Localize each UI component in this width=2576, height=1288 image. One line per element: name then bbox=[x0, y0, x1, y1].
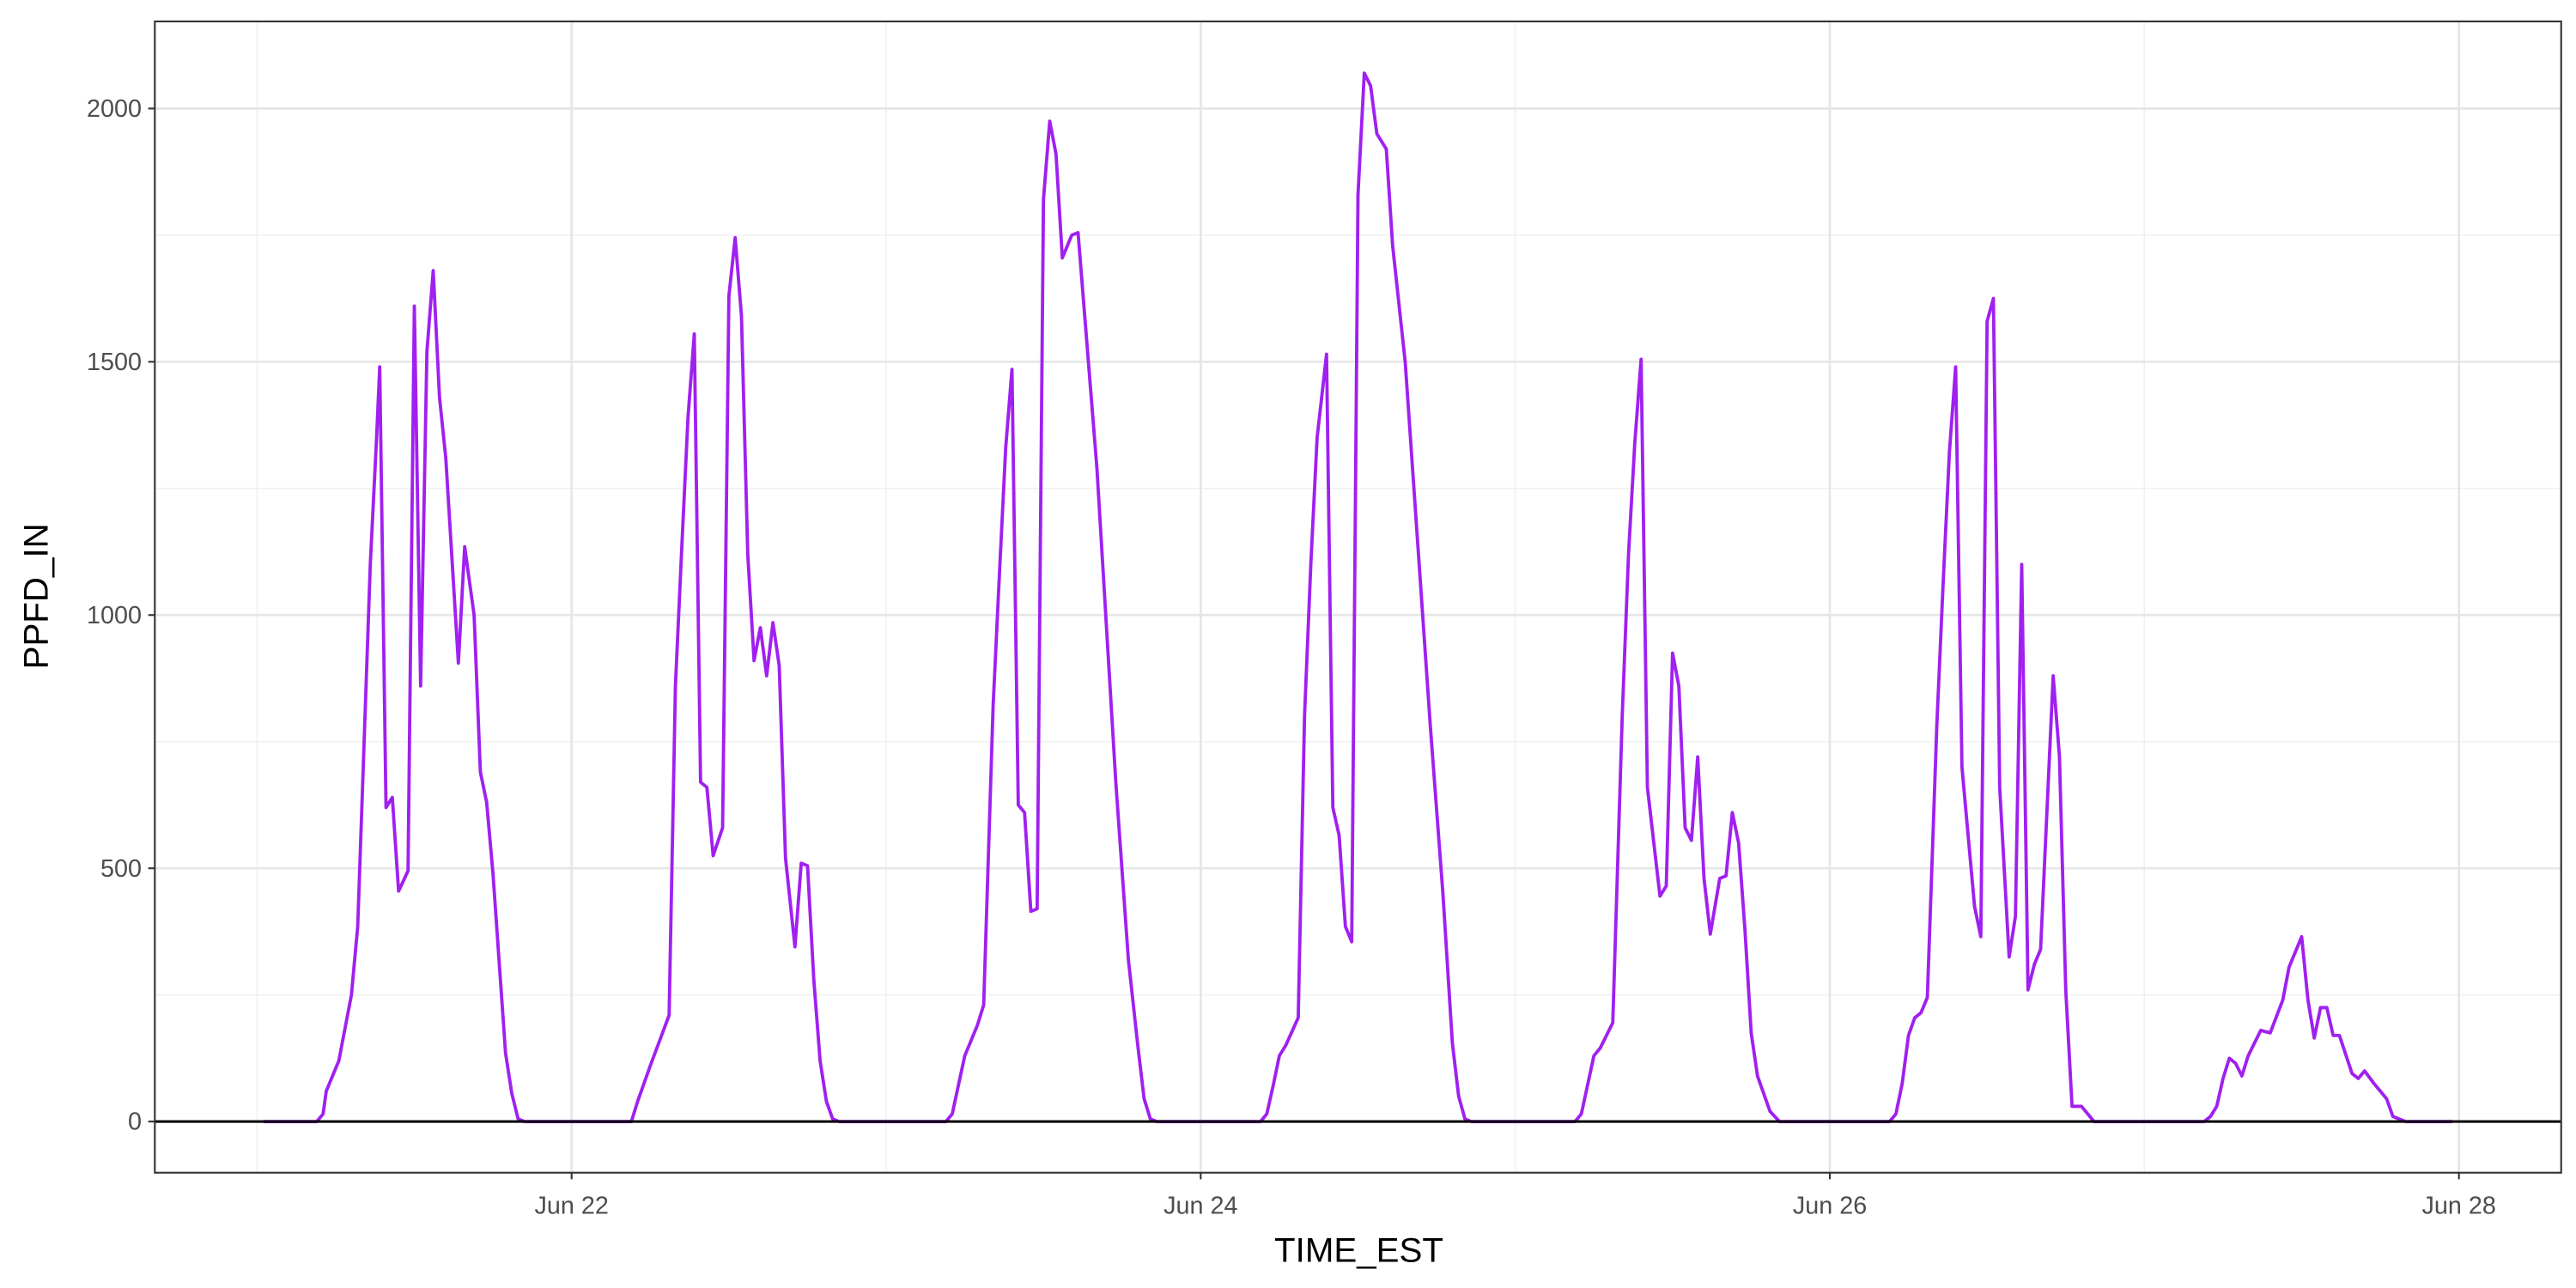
grid bbox=[155, 21, 2561, 1173]
y-tick-label: 1500 bbox=[87, 349, 142, 376]
y-tick-label: 500 bbox=[100, 855, 142, 883]
x-tick-label: Jun 28 bbox=[2421, 1193, 2495, 1220]
panel-border bbox=[154, 20, 2562, 1174]
x-tick-label: Jun 24 bbox=[1163, 1193, 1237, 1220]
y-tick-label: 1000 bbox=[87, 602, 142, 629]
y-axis-title: PPFD_IN bbox=[17, 523, 56, 669]
x-axis-title: TIME_EST bbox=[1274, 1230, 1443, 1269]
x-tick-label: Jun 22 bbox=[535, 1193, 609, 1220]
data-line bbox=[263, 71, 2453, 1124]
y-tick-label: 2000 bbox=[87, 95, 142, 123]
y-tick-label: 0 bbox=[128, 1109, 142, 1136]
plot bbox=[155, 71, 2561, 1124]
x-tick-label: Jun 26 bbox=[1793, 1193, 1867, 1220]
